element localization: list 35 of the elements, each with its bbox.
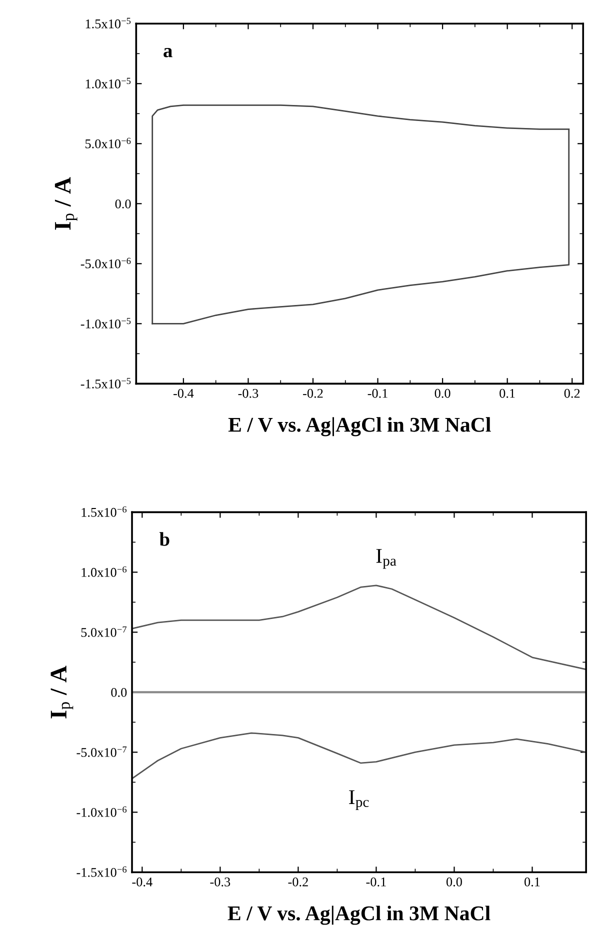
y-tick-label: 1.0x10$^{−5}$ (86, 78, 131, 88)
x-axis-title: E / V vs. Ag|AgCl in 3M NaCl (228, 417, 491, 436)
x-axis-title: E / V vs. Ag|AgCl in 3M NaCl (228, 906, 490, 925)
y-tick-label: -1.0x10$^{−6}$ (76, 806, 127, 817)
y-tick-label: -1.5x10$^{−5}$ (80, 378, 131, 388)
y-tick-label: -1.5x10$^{−6}$ (76, 866, 127, 877)
y-tick-label: 1.0x10$^{−6}$ (82, 566, 127, 577)
annotation: I$_{pa}$ (376, 549, 396, 569)
y-tick-label: 0.0 (111, 688, 127, 697)
x-tick-label: -0.2 (288, 877, 308, 886)
y-axis-title: I$_{p}$ / A (54, 177, 78, 230)
annotation: I$_{pc}$ (349, 790, 369, 810)
y-tick-label: 0.0 (115, 199, 131, 208)
x-tick-label: -0.2 (303, 388, 323, 398)
y-tick-label: 1.5x10$^{−5}$ (86, 18, 131, 28)
y-tick-label: -5.0x10$^{−7}$ (76, 746, 127, 757)
x-tick-label: 0.1 (500, 388, 515, 398)
x-tick-label: 0.2 (564, 388, 580, 398)
x-tick-label: -0.4 (132, 877, 152, 886)
x-tick-label: 0.0 (446, 877, 462, 886)
y-tick-label: 1.5x10$^{−6}$ (82, 506, 127, 517)
y-axis-title: I$_{p}$ / A (50, 666, 74, 718)
annotation: a (164, 48, 172, 58)
y-tick-label: 5.0x10$^{−6}$ (85, 138, 131, 148)
x-tick-label: -0.4 (173, 388, 194, 398)
x-tick-label: -0.1 (368, 388, 388, 398)
y-tick-label: -1.0x10$^{−5}$ (80, 318, 131, 328)
x-tick-label: 0.1 (524, 877, 540, 886)
x-tick-label: -0.1 (366, 877, 386, 886)
x-tick-label: 0.0 (434, 388, 450, 398)
y-tick-label: 5.0x10$^{−7}$ (81, 626, 127, 637)
x-tick-label: -0.3 (238, 388, 258, 398)
y-tick-label: -5.0x10$^{−6}$ (80, 258, 131, 268)
annotation: b (160, 532, 170, 546)
x-tick-label: -0.3 (210, 877, 230, 886)
